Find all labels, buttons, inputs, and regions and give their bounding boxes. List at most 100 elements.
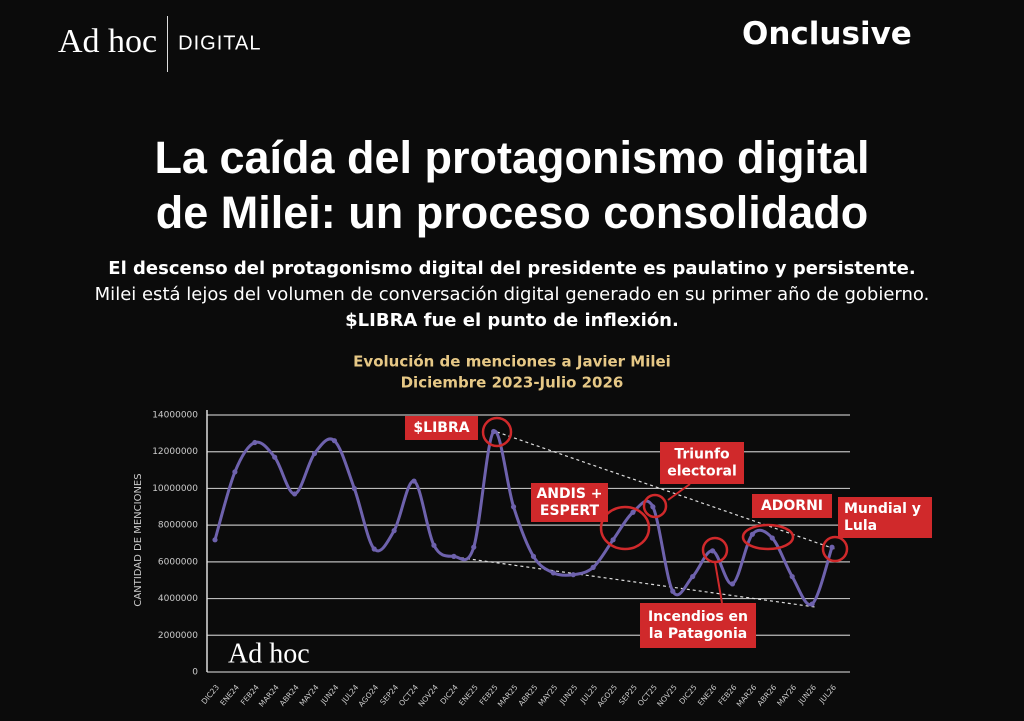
data-point <box>749 531 755 537</box>
x-tick-label: MAR25 <box>496 683 520 709</box>
x-tick-label: MAY26 <box>775 683 798 708</box>
annotation-box <box>838 497 932 538</box>
x-tick-label: NOV25 <box>655 683 679 709</box>
x-tick-label: AGO24 <box>357 683 381 709</box>
chart-title: Evolución de menciones a Javier Milei <box>353 353 671 371</box>
data-point <box>590 564 596 570</box>
y-tick-label: 6000000 <box>158 557 198 567</box>
data-point <box>690 573 696 580</box>
title-line: La caída del protagonismo digital <box>154 132 870 183</box>
data-point <box>829 544 835 550</box>
y-tick-label: 10000000 <box>152 484 198 494</box>
y-tick-label: 8000000 <box>158 521 198 531</box>
trend-line <box>454 556 816 608</box>
data-point <box>670 588 676 594</box>
highlight-ring <box>821 535 849 563</box>
brand-logo: Ad hoc DIGITAL <box>58 16 261 72</box>
data-point <box>809 601 815 607</box>
data-point <box>789 573 795 580</box>
x-tick-label: JUN25 <box>557 683 579 707</box>
subtitle-part: El descenso del protagonismo digital del… <box>108 258 916 279</box>
watermark: Ad hoc <box>228 638 310 669</box>
x-tick-label: MAY24 <box>298 683 321 708</box>
x-tick-label: MAR24 <box>257 683 281 709</box>
separator <box>167 16 169 72</box>
data-point <box>471 544 477 550</box>
y-tick-label: 2000000 <box>158 631 198 641</box>
x-tick-label: ABR24 <box>278 683 301 708</box>
chart-title: Diciembre 2023-Julio 2026 <box>401 374 624 392</box>
highlight-ring <box>599 505 651 551</box>
data-point <box>351 485 357 492</box>
data-point <box>570 572 576 578</box>
y-tick-label: 0 <box>192 668 198 678</box>
annotation-text: Lula <box>844 518 877 534</box>
y-tick-label: 4000000 <box>158 594 198 604</box>
headline: La caída del protagonismo digital de Mil… <box>0 130 1024 240</box>
data-point <box>630 509 636 515</box>
subtitle-part: $LIBRA fue el punto de inflexión. <box>345 310 679 331</box>
annotation-text: ANDIS + <box>536 486 602 502</box>
data-point <box>610 537 616 543</box>
data-point <box>709 548 716 554</box>
data-point <box>769 535 775 541</box>
x-tick-label: JUL26 <box>817 683 838 706</box>
connector <box>714 561 723 604</box>
annotation-text: electoral <box>667 464 737 480</box>
partner-logo: Onclusive <box>742 16 912 52</box>
data-point <box>650 504 656 510</box>
x-tick-label: ABR26 <box>755 683 778 708</box>
data-point <box>331 438 338 444</box>
x-tick-label: ENE25 <box>457 683 480 708</box>
data-point <box>391 528 397 534</box>
data-point <box>729 581 736 587</box>
annotation-text: ESPERT <box>540 503 600 519</box>
annotation-box <box>640 603 756 648</box>
x-tick-label: ENE26 <box>696 683 719 708</box>
data-point <box>491 428 497 435</box>
brand-suffix: DIGITAL <box>178 32 262 55</box>
data-point <box>272 454 278 460</box>
x-tick-label: NOV24 <box>416 683 440 709</box>
annotation-text: ADORNI <box>761 498 823 514</box>
annotation-text: la Patagonia <box>649 626 747 642</box>
data-point <box>212 537 218 543</box>
data-point <box>232 469 238 475</box>
brand: Ad hoc <box>58 22 158 60</box>
data-line <box>213 429 834 607</box>
y-axis-label: CANTIDAD DE MENCIONES <box>133 473 144 606</box>
subtitle: El descenso del protagonismo digital del… <box>92 256 932 334</box>
annotation-text: Triunfo <box>674 447 730 463</box>
highlight-ring <box>481 416 513 448</box>
highlight-ring <box>642 493 668 519</box>
annotation-text: Incendios en <box>648 609 748 625</box>
title-line: de Milei: un proceso consolidado <box>155 187 869 238</box>
data-point <box>431 542 437 548</box>
x-tick-label: ABR25 <box>517 683 540 708</box>
data-point <box>550 570 556 576</box>
x-tick-label: JUN24 <box>318 683 340 707</box>
data-point <box>451 553 457 559</box>
data-point <box>510 504 517 510</box>
annotation-text: Mundial y <box>844 501 921 517</box>
data-point <box>311 450 318 457</box>
annotation-box <box>531 483 608 522</box>
annotation-text: $LIBRA <box>413 420 469 436</box>
data-point <box>530 553 537 559</box>
x-tick-label: AGO25 <box>595 683 619 709</box>
data-point <box>371 546 377 552</box>
data-point <box>292 491 298 497</box>
connector <box>667 483 691 501</box>
annotation-box <box>660 442 744 484</box>
x-tick-label: MAY25 <box>536 683 559 708</box>
data-point <box>411 478 417 484</box>
x-tick-label: ENE24 <box>218 683 241 708</box>
highlight-ring <box>741 523 795 551</box>
x-tick-label: MAR26 <box>735 683 759 709</box>
annotation-box <box>405 416 478 440</box>
x-tick-label: JUN26 <box>796 683 818 707</box>
subtitle-part: Milei está lejos del volumen de conversa… <box>94 284 930 305</box>
y-tick-label: 14000000 <box>152 411 198 421</box>
